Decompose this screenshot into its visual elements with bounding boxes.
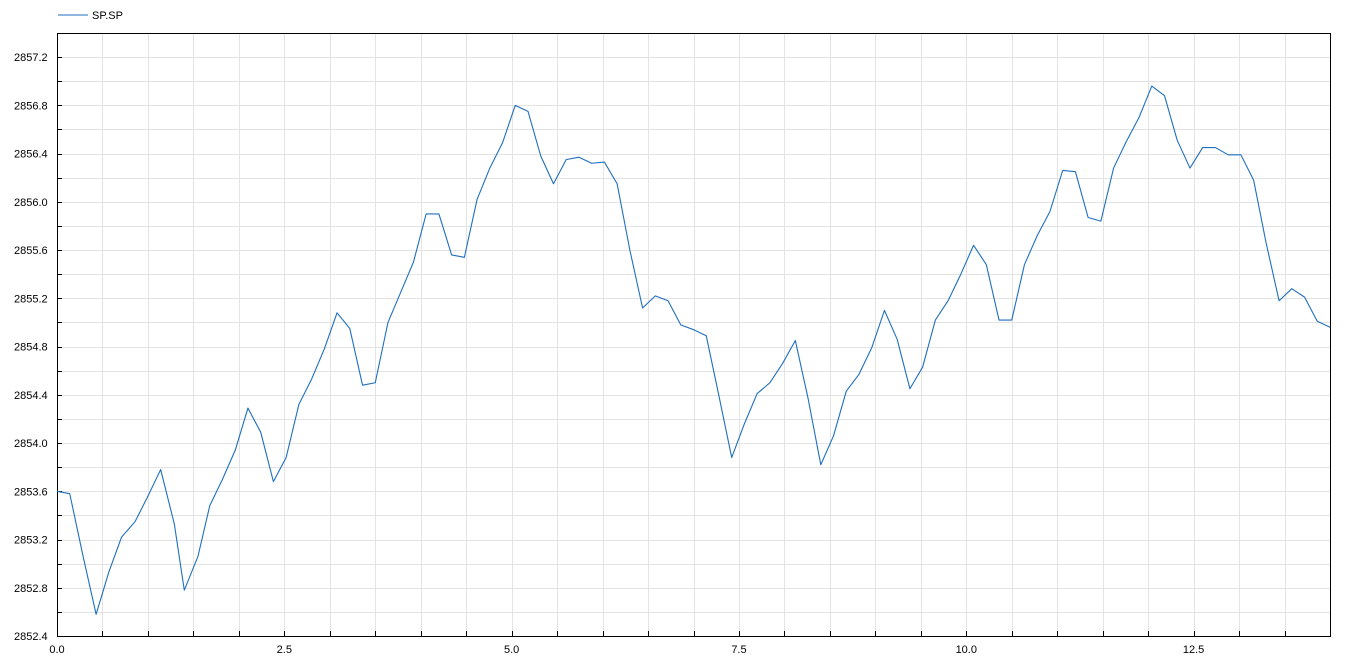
- y-tick-label: 2855.6: [14, 245, 48, 257]
- y-tick-label: 2854.0: [14, 438, 48, 450]
- x-tick-label: 10.0: [956, 644, 977, 656]
- y-tick-label: 2853.6: [14, 486, 48, 498]
- y-tick-label: 2852.4: [14, 631, 48, 643]
- series-layer: [56, 85, 1331, 615]
- x-tick-label: 7.5: [731, 644, 746, 656]
- axis-ticks: [57, 33, 1331, 637]
- x-axis-tick-labels: 0.0 2.5 5.0 7.5 10.0 12.5: [49, 644, 1204, 656]
- grid: [57, 33, 1330, 636]
- y-axis-tick-labels: 2852.4 2852.8 2853.2 2853.6 2854.0 2854.4 2854…: [14, 52, 48, 643]
- y-tick-label: 2856.8: [14, 100, 48, 112]
- y-tick-label: 2854.8: [14, 342, 48, 354]
- legend-label-sp-sp: SP.SP: [92, 10, 123, 22]
- y-tick-label: 2857.2: [14, 52, 48, 64]
- y-tick-label: 2853.2: [14, 535, 48, 547]
- y-tick-label: 2854.4: [14, 390, 48, 402]
- y-tick-label: 2852.8: [14, 583, 48, 595]
- y-tick-label: 2855.2: [14, 293, 48, 305]
- plot-area-frame: [57, 33, 1331, 637]
- y-tick-label: 2856.4: [14, 149, 48, 161]
- y-tick-label: 2856.0: [14, 197, 48, 209]
- x-tick-label: 12.5: [1183, 644, 1204, 656]
- x-tick-label: 0.0: [49, 644, 64, 656]
- x-tick-label: 5.0: [504, 644, 519, 656]
- x-tick-label: 2.5: [277, 644, 292, 656]
- legend: SP.SP: [58, 10, 123, 22]
- series-line-sp-sp: [56, 85, 1331, 615]
